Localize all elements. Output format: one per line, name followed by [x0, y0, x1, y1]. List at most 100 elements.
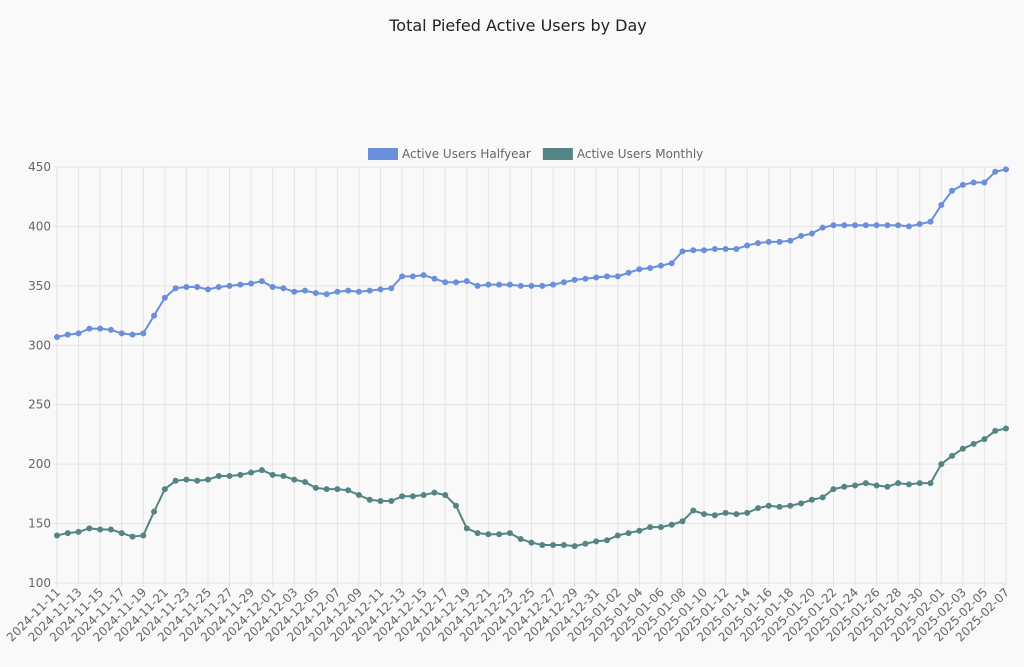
point	[388, 285, 395, 292]
point	[927, 480, 934, 487]
point	[830, 486, 837, 493]
point	[776, 238, 783, 245]
point	[280, 473, 287, 480]
point	[474, 530, 481, 537]
point	[183, 284, 190, 291]
point	[701, 247, 708, 254]
point	[959, 445, 966, 452]
point	[808, 496, 815, 503]
y-tick-label: 400	[28, 219, 51, 233]
point	[657, 524, 664, 531]
point	[852, 222, 859, 229]
point	[280, 285, 287, 292]
point	[819, 494, 826, 501]
point	[161, 294, 168, 301]
point	[140, 330, 147, 337]
point	[862, 480, 869, 487]
point	[539, 541, 546, 548]
point	[463, 278, 470, 285]
legend-swatch	[368, 148, 398, 160]
legend-swatch	[542, 148, 573, 160]
point	[345, 287, 352, 294]
point	[970, 179, 977, 186]
point	[711, 246, 718, 253]
point	[355, 492, 362, 499]
point	[431, 275, 438, 282]
y-tick-label: 250	[28, 398, 51, 412]
point	[517, 282, 524, 289]
point	[895, 480, 902, 487]
point	[517, 536, 524, 543]
point	[485, 531, 492, 538]
y-tick-label: 450	[28, 160, 51, 174]
point	[291, 288, 298, 295]
point	[453, 502, 460, 509]
point	[86, 525, 93, 532]
point	[873, 482, 880, 489]
y-tick-label: 150	[28, 517, 51, 531]
point	[161, 486, 168, 493]
point	[733, 246, 740, 253]
legend-label: Active Users Monthly	[577, 147, 703, 161]
point	[97, 325, 104, 332]
point	[194, 477, 201, 484]
point	[657, 262, 664, 269]
point	[765, 238, 772, 245]
point	[463, 525, 470, 532]
point	[420, 492, 427, 499]
point	[269, 471, 276, 478]
point	[409, 493, 416, 500]
point	[582, 540, 589, 547]
point	[841, 483, 848, 490]
point	[151, 312, 158, 319]
point	[118, 530, 125, 537]
point	[798, 500, 805, 507]
point	[269, 284, 276, 291]
point	[118, 330, 125, 337]
point	[420, 272, 427, 279]
point	[550, 541, 557, 548]
point	[765, 502, 772, 509]
point	[949, 452, 956, 459]
point	[873, 222, 880, 229]
point	[366, 287, 373, 294]
point	[959, 181, 966, 188]
point	[226, 282, 233, 289]
point	[215, 473, 222, 480]
point	[981, 179, 988, 186]
point	[86, 325, 93, 332]
point	[302, 478, 309, 485]
point	[733, 511, 740, 518]
point	[636, 527, 643, 534]
point	[355, 288, 362, 295]
point	[172, 285, 179, 292]
point	[647, 524, 654, 531]
chart-title: Total Piefed Active Users by Day	[388, 16, 647, 35]
y-tick-label: 100	[28, 576, 51, 590]
point	[377, 497, 384, 504]
point	[722, 509, 729, 516]
point	[248, 280, 255, 287]
point	[981, 436, 988, 443]
point	[204, 286, 211, 293]
point	[992, 168, 999, 175]
point	[560, 279, 567, 286]
point	[506, 530, 513, 537]
point	[582, 275, 589, 282]
point	[75, 528, 82, 535]
point	[442, 279, 449, 286]
point	[399, 493, 406, 500]
point	[690, 507, 697, 514]
point	[636, 266, 643, 273]
point	[571, 276, 578, 283]
point	[895, 222, 902, 229]
point	[388, 497, 395, 504]
point	[808, 230, 815, 237]
point	[334, 288, 341, 295]
point	[54, 532, 60, 539]
point	[862, 222, 869, 229]
point	[625, 530, 632, 537]
point	[377, 286, 384, 293]
point	[140, 532, 147, 539]
point	[107, 526, 114, 533]
